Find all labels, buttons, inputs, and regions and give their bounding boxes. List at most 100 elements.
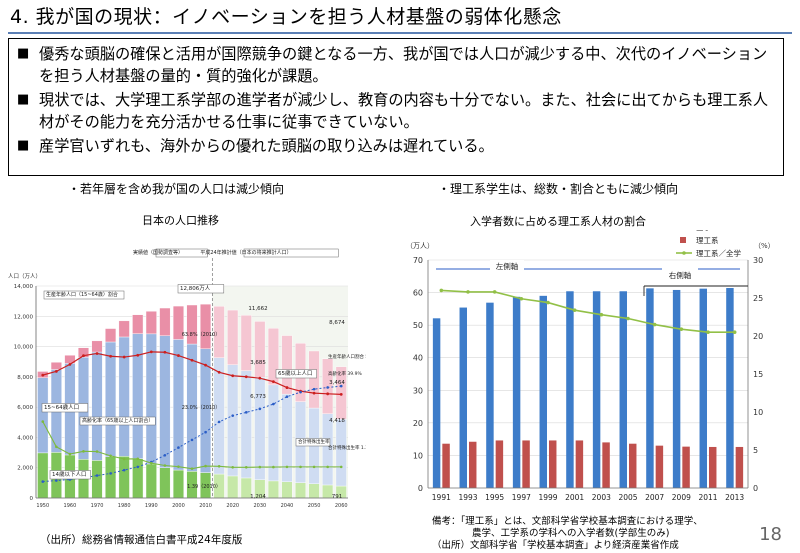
population-bar — [213, 306, 225, 358]
population-bar — [227, 309, 239, 365]
population-bar — [335, 418, 347, 487]
working-age-share-point — [41, 373, 45, 377]
working-age-share-point — [177, 354, 180, 357]
y-tick-label: 4,000 — [17, 435, 33, 441]
aging-rate-point — [190, 438, 194, 442]
working-age-share-point — [163, 350, 167, 354]
annotation-box — [79, 416, 156, 426]
y-axis-label: （万人） — [406, 242, 434, 250]
working-age-share-point — [109, 354, 113, 358]
x-tick-label: 1993 — [458, 493, 477, 502]
x-tick-label: 2060 — [335, 503, 348, 509]
x-tick-label: 1999 — [538, 493, 557, 502]
y-axis-label: 人口（万人） — [8, 273, 41, 280]
note-line: 備考：「理工系」とは、文部科学省学校基本調査における理学、 — [432, 516, 703, 527]
aging-rate-point — [285, 395, 289, 398]
fertility-rate-point — [258, 465, 262, 469]
population-bar — [159, 335, 171, 468]
y-tick-label: 12,000 — [14, 314, 34, 320]
aging-rate-point — [122, 468, 126, 472]
working-age-share-point — [217, 370, 221, 374]
ratio-point — [466, 290, 470, 294]
population-bar — [308, 350, 320, 409]
fertility-rate-point — [55, 445, 58, 449]
population-bar — [105, 456, 117, 499]
annotation-box — [275, 369, 317, 379]
total-bar — [726, 288, 734, 488]
square-bullet-icon: ■ — [17, 138, 30, 153]
total-bar — [512, 296, 521, 488]
summary-bullet: ■ 産学官いずれも、海外からの優れた頭脳の取り込みは遅れている。 — [17, 135, 775, 157]
aging-rate-point — [109, 472, 112, 475]
aging-rate-point — [217, 420, 221, 424]
working-age-share-point — [149, 350, 153, 354]
aging-rate-point — [326, 386, 329, 389]
x-tick-label: 1995 — [485, 493, 504, 502]
working-age-share-point — [95, 352, 99, 355]
annotation-box — [243, 248, 339, 258]
bullet-text: 現状では、大学理工系学部の進学者が減少し、教育の内容も十分でない。また、社会に出… — [39, 91, 768, 131]
science-bar — [735, 446, 744, 488]
population-bar — [240, 315, 252, 371]
science-bar — [655, 445, 664, 488]
aging-rate-point — [231, 414, 234, 417]
science-bar — [522, 440, 530, 488]
x-tick-label: 2009 — [672, 493, 691, 502]
population-bar — [118, 336, 130, 457]
y-tick-label: 10,000 — [14, 345, 34, 351]
population-bar — [186, 304, 198, 345]
aging-rate-point — [258, 407, 262, 411]
x-tick-label: 2013 — [725, 493, 744, 502]
x-tick-label: 2001 — [565, 493, 584, 502]
annotation-box — [490, 260, 524, 272]
legend-label: 理工系 — [696, 235, 719, 245]
population-bar — [308, 483, 320, 499]
fertility-rate-point — [163, 464, 167, 467]
science-bar — [495, 440, 504, 488]
total-bar — [619, 291, 627, 488]
working-age-share-point — [231, 374, 235, 378]
ratio-point — [599, 312, 604, 317]
chart-annotation: 65歳以上人口 — [278, 369, 313, 377]
working-age-share-point — [68, 362, 72, 366]
ratio-point — [626, 316, 630, 321]
ratio-point — [732, 330, 737, 334]
science-chart-title: 入学者数に占める理工系人材の割合 — [470, 215, 646, 228]
y2-tick-label: 20 — [753, 332, 763, 341]
ratio-point — [679, 327, 684, 331]
chart-annotation: 6,773 — [250, 394, 266, 400]
population-bar — [77, 347, 89, 358]
ratio-point — [519, 296, 524, 301]
population-bar — [145, 311, 157, 335]
chart-annotation: 生産年齢人口（15~64歳）割合 — [46, 291, 118, 298]
fertility-rate-point — [272, 465, 275, 469]
fertility-rate-point — [82, 450, 85, 453]
page-number: 18 — [759, 524, 782, 545]
population-bar — [105, 328, 117, 343]
y2-axis-label: （%） — [754, 242, 775, 250]
axis-annotation: 右側軸 — [669, 270, 692, 280]
population-bar — [213, 357, 225, 475]
chart-annotation: 14歳以下人口 — [52, 470, 87, 478]
square-bullet-icon: ■ — [17, 46, 30, 61]
aging-rate-point — [95, 474, 99, 477]
x-tick-label: 1950 — [36, 503, 49, 509]
total-bar — [592, 291, 601, 488]
population-bar — [37, 452, 49, 499]
x-tick-label: 2040 — [281, 503, 294, 509]
total-bar — [539, 295, 547, 488]
science-bar — [549, 440, 557, 488]
ratio-point — [439, 288, 444, 293]
population-bar — [91, 351, 103, 461]
chart-annotation: 平成24年推計値（日本の将来推計人口） — [200, 249, 291, 256]
x-tick-label: 2011 — [698, 493, 717, 502]
total-bar — [459, 307, 467, 488]
ratio-line — [441, 289, 735, 333]
chart-annotation: 高齢化率（65歳以上人口割合） — [82, 417, 153, 424]
population-bar — [159, 307, 171, 336]
left-subtitle: ・若年層を含め我が国の人口は減少傾向 — [68, 182, 285, 196]
total-bar — [432, 318, 441, 488]
chart-annotation: 高齢化率 39.9% — [328, 370, 362, 377]
working-age-share-point — [190, 358, 194, 362]
population-bar — [281, 335, 293, 395]
